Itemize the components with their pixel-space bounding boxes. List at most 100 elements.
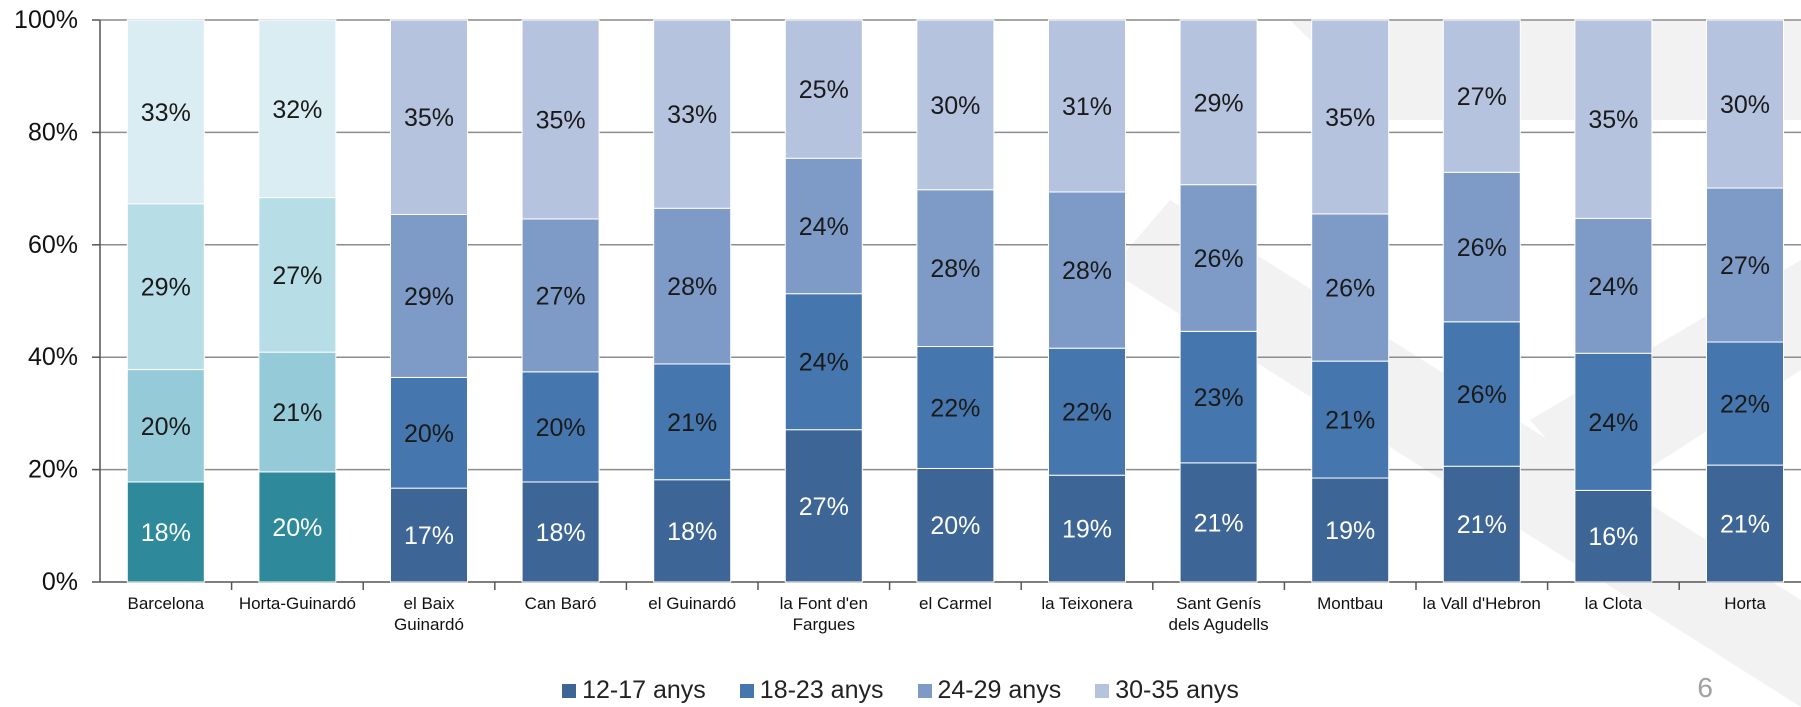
- bar-segment: [1179, 19, 1258, 186]
- data-label: 21%: [1325, 407, 1375, 435]
- data-label: 31%: [1062, 93, 1112, 121]
- data-label: 28%: [1062, 257, 1112, 285]
- data-label: 17%: [404, 522, 454, 550]
- x-tick-label: Horta-Guinardó: [239, 594, 356, 613]
- bar-segment: [784, 19, 863, 159]
- bar-segment: [1706, 341, 1784, 466]
- bar-segment: [390, 376, 468, 489]
- x-tick-label: la Teixonera: [1041, 594, 1133, 613]
- bar-segment: [1442, 465, 1521, 583]
- data-label: 27%: [799, 493, 849, 521]
- data-label: 27%: [1720, 252, 1770, 280]
- bar-segment: [1179, 462, 1258, 583]
- bar-segment: [1048, 191, 1126, 349]
- data-label: 24%: [1588, 409, 1638, 437]
- data-label: 26%: [1325, 275, 1375, 303]
- data-label: 20%: [404, 420, 454, 448]
- watermark-shape: [1290, 20, 1801, 120]
- x-tick-label: Montbau: [1317, 594, 1383, 613]
- bar-segment: [521, 218, 600, 373]
- bar-segment: [521, 371, 600, 483]
- data-label: 18%: [536, 519, 586, 547]
- bar-segment: [1311, 477, 1390, 583]
- bar-segment: [1048, 474, 1126, 583]
- x-tick-label: Horta: [1724, 594, 1766, 613]
- data-label: 28%: [930, 255, 980, 283]
- legend-label-12-17: 12-17 anys: [582, 676, 706, 704]
- bar-segment: [1706, 464, 1784, 583]
- bar-segment: [258, 197, 337, 353]
- data-label: 30%: [930, 92, 980, 120]
- bar-segment: [784, 429, 863, 583]
- data-label: 28%: [667, 273, 717, 301]
- x-tick-label: el Carmel: [919, 594, 992, 613]
- data-label: 27%: [1457, 83, 1507, 111]
- legend-label-24-29: 24-29 anys: [937, 676, 1062, 704]
- x-tick-label: el Guinardó: [648, 594, 736, 613]
- data-label: 22%: [1720, 391, 1770, 419]
- bar-segment: [653, 479, 732, 583]
- data-label: 35%: [1588, 106, 1638, 134]
- bar-segment: [126, 481, 205, 583]
- data-label: 27%: [536, 282, 586, 310]
- bar-segment: [126, 369, 205, 483]
- data-label: 16%: [1588, 523, 1638, 551]
- data-label: 29%: [1194, 89, 1244, 117]
- bar-segment: [784, 293, 863, 431]
- bar-segment: [1179, 330, 1258, 464]
- y-tick-label: 80%: [28, 118, 78, 146]
- legend-item-12-17: 12-17 anys: [562, 676, 706, 705]
- data-label: 20%: [141, 413, 191, 441]
- data-label: 21%: [1720, 511, 1770, 539]
- data-label: 25%: [799, 76, 849, 104]
- legend-label-30-35: 30-35 anys: [1115, 676, 1239, 704]
- bar-segment: [1442, 19, 1521, 173]
- data-label: 20%: [536, 414, 586, 442]
- bar-segment: [1048, 347, 1126, 476]
- bar-segment: [390, 213, 468, 378]
- legend-swatch-12-17: [562, 683, 577, 698]
- y-tick-label: 100%: [14, 6, 78, 34]
- legend-swatch-30-35: [1095, 683, 1110, 698]
- y-tick-label: 40%: [28, 343, 78, 371]
- bar-segment: [653, 19, 732, 209]
- data-label: 32%: [272, 96, 322, 124]
- data-label: 26%: [1194, 245, 1244, 273]
- bar-segment: [916, 189, 995, 348]
- bar-segment: [1179, 184, 1258, 332]
- x-tick-label: la Font d'en Fargues: [780, 594, 868, 634]
- bar-segment: [1574, 352, 1653, 491]
- bar-segment: [1706, 187, 1784, 343]
- bar-segment: [1574, 217, 1653, 354]
- x-tick-label: la Clota: [1585, 594, 1643, 613]
- data-label: 24%: [799, 349, 849, 377]
- legend-item-24-29: 24-29 anys: [917, 676, 1062, 705]
- data-label: 33%: [667, 101, 717, 129]
- bar-segment: [1574, 489, 1653, 583]
- y-tick-label: 0%: [42, 568, 78, 596]
- data-label: 26%: [1457, 234, 1507, 262]
- bar-segment: [258, 351, 337, 473]
- bar-segment: [916, 467, 995, 583]
- bar-segment: [1442, 321, 1521, 467]
- bar-segment: [126, 203, 205, 371]
- legend-item-30-35: 30-35 anys: [1095, 676, 1239, 705]
- data-label: 24%: [1588, 273, 1638, 301]
- data-label: 35%: [1325, 104, 1375, 132]
- bar-segment: [916, 19, 995, 191]
- legend-swatch-18-23: [739, 683, 754, 698]
- data-label: 29%: [141, 274, 191, 302]
- y-tick-label: 60%: [28, 231, 78, 259]
- x-tick-label: Can Baró: [525, 594, 597, 613]
- bar-segment: [653, 363, 732, 481]
- data-label: 22%: [930, 394, 980, 422]
- data-label: 27%: [272, 262, 322, 290]
- bar-segment: [1311, 19, 1390, 215]
- data-label: 29%: [404, 283, 454, 311]
- data-label: 18%: [141, 519, 191, 547]
- bar-segment: [916, 346, 995, 469]
- data-label: 19%: [1325, 517, 1375, 545]
- x-tick-label: Sant Genís dels Agudells: [1169, 594, 1269, 634]
- legend-label-18-23: 18-23 anys: [759, 676, 884, 704]
